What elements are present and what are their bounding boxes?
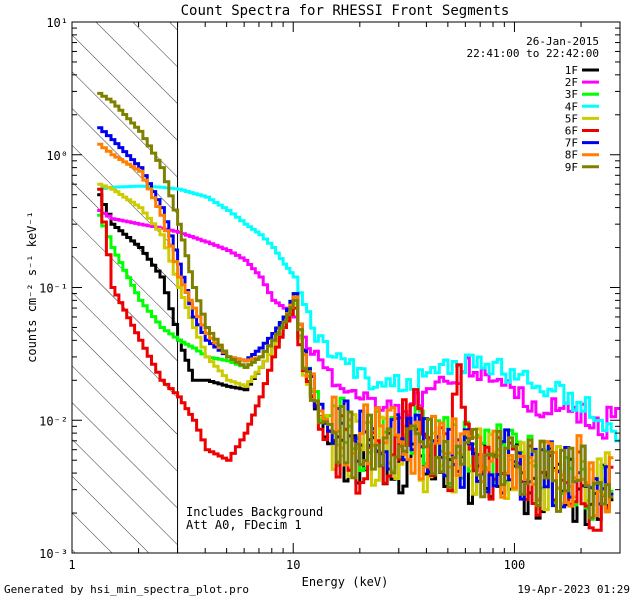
x-tick-label: 1: [68, 558, 75, 572]
hatched-region: [72, 22, 178, 553]
y-axis-label: counts cm⁻² s⁻¹ keV⁻¹: [25, 211, 39, 363]
footer-timestamp: 19-Apr-2023 01:29: [517, 583, 630, 596]
y-tick-label: 10⁻¹: [39, 282, 68, 296]
annotation-background: Includes Background: [186, 505, 323, 519]
legend-label-2F: 2F: [565, 76, 578, 89]
x-tick-label: 100: [504, 558, 526, 572]
series-line-9F: [97, 91, 614, 520]
series-line-4F: [97, 184, 620, 443]
y-tick-label: 10⁻³: [39, 547, 68, 561]
axis-ticks: 1 10 100 10⁻³ 10⁻² 10⁻¹ 10⁰ 10¹: [39, 16, 621, 572]
legend-label-7F: 7F: [565, 137, 578, 150]
plot-frame: [71, 21, 621, 554]
x-tick-label: 10: [286, 558, 300, 572]
series-layer: [97, 91, 620, 532]
legend-label-1F: 1F: [565, 64, 578, 77]
date-label: 26-Jan-2015: [526, 35, 599, 48]
annotation-attenuator: Att A0, FDecim 1: [186, 518, 302, 532]
chart-title: Count Spectra for RHESSI Front Segments: [181, 3, 510, 19]
y-tick-label: 10⁰: [46, 149, 68, 163]
legend-label-3F: 3F: [565, 88, 578, 101]
footer-generated-by: Generated by hsi_min_spectra_plot.pro: [4, 583, 250, 596]
x-axis-label: Energy (keV): [302, 575, 389, 589]
time-range-label: 22:41:00 to 22:42:00: [467, 47, 599, 60]
legend-label-6F: 6F: [565, 125, 578, 138]
legend-label-5F: 5F: [565, 112, 578, 125]
legend-label-8F: 8F: [565, 149, 578, 162]
legend-label-4F: 4F: [565, 100, 578, 113]
y-tick-label: 10⁻²: [39, 414, 68, 428]
y-tick-label: 10¹: [46, 16, 68, 30]
series-line-2F: [97, 209, 620, 440]
legend-label-9F: 9F: [565, 161, 578, 174]
